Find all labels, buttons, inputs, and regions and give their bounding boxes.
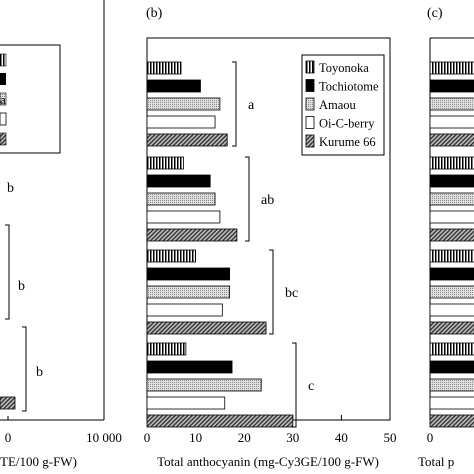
bar xyxy=(146,174,211,188)
legend-label: Kurume 66 xyxy=(319,135,376,149)
right-panel-bar xyxy=(429,79,474,93)
left-panel-x-tick-label: 10 000 xyxy=(86,430,122,445)
legend-label: Tochiotome xyxy=(319,80,379,94)
bar xyxy=(146,210,221,224)
legend-label: Oi-C-berry xyxy=(319,117,375,131)
right-panel-bars xyxy=(429,61,474,428)
x-tick-label: 30 xyxy=(286,430,299,445)
bar xyxy=(146,321,267,335)
significance-brackets: a ab bc c xyxy=(232,61,314,428)
bar xyxy=(146,97,221,111)
legend-swatch xyxy=(0,132,7,146)
right-panel-bar xyxy=(429,133,474,147)
right-panel-bar xyxy=(429,228,474,242)
legend-label: Amaou xyxy=(319,98,357,112)
right-panel: (c) 0 Total p xyxy=(418,6,474,469)
x-tick-label: 50 xyxy=(384,430,397,445)
significance-letter: bc xyxy=(285,286,298,301)
x-axis-label: Total anthocyanin (mg-Cy3GE/100 g-FW) xyxy=(157,454,379,469)
x-tick-label: 40 xyxy=(335,430,348,445)
legend-swatch xyxy=(305,79,315,92)
right-panel-bar xyxy=(429,210,474,224)
left-legend-text-a: a xyxy=(0,92,6,107)
right-panel-bar xyxy=(429,174,474,188)
right-panel-bar xyxy=(429,192,474,206)
bracket xyxy=(232,61,237,147)
bar xyxy=(146,378,262,392)
left-panel-bar xyxy=(0,396,16,410)
right-panel-bar xyxy=(429,342,474,356)
bar xyxy=(146,414,294,428)
significance-letter: a xyxy=(248,98,255,113)
right-panel-bar xyxy=(429,115,474,129)
left-panel-bracket xyxy=(22,326,27,412)
anthocyanin-panel: (b) 0 10 20 30 40 50 a ab bc c Toyonoka Tochiotom… xyxy=(144,6,397,469)
bar xyxy=(146,267,231,281)
left-panel-x-tick-label: 0 xyxy=(5,430,12,445)
legend-swatch xyxy=(305,116,315,129)
left-panel-bracket xyxy=(5,224,10,320)
legend-swatch xyxy=(0,53,7,67)
legend-swatch xyxy=(0,92,7,106)
x-tick-label: 10 xyxy=(189,430,202,445)
bar xyxy=(146,303,223,317)
right-panel-bar xyxy=(429,249,474,263)
bracket xyxy=(292,342,297,428)
right-panel-bar xyxy=(429,97,474,111)
left-panel-legend-fragment: a xyxy=(0,44,61,154)
legend-box xyxy=(301,54,385,156)
significance-letter: ab xyxy=(261,193,274,208)
legend: Toyonoka Tochiotome Amaou Oi-C-berry Kurume … xyxy=(301,54,385,156)
right-panel-bar xyxy=(429,61,474,75)
right-panel-bar xyxy=(429,156,474,170)
bar xyxy=(146,342,187,356)
right-panel-bar xyxy=(429,396,474,410)
right-panel-bar xyxy=(429,321,474,335)
bar xyxy=(146,61,182,75)
legend-swatch xyxy=(0,73,6,85)
x-tick-label: 0 xyxy=(144,430,151,445)
left-panel-letter: b xyxy=(36,365,43,380)
bracket xyxy=(269,249,274,335)
bar xyxy=(146,228,238,242)
legend-swatch xyxy=(0,112,7,126)
bar xyxy=(146,396,226,410)
right-panel-x-axis-label: Total p xyxy=(418,454,454,469)
legend-swatch xyxy=(305,60,315,74)
right-panel-bar xyxy=(429,360,474,374)
left-panel: a b b b 0 10 000 TE/100 g-FW) xyxy=(0,0,122,469)
left-panel-letter: b xyxy=(18,279,25,294)
left-panel-x-axis-label: TE/100 g-FW) xyxy=(0,454,77,469)
x-tick-label: 20 xyxy=(238,430,251,445)
bar xyxy=(146,115,216,129)
bar xyxy=(146,285,231,299)
right-panel-x-tick-label: 0 xyxy=(427,430,434,445)
legend-swatch xyxy=(305,97,315,111)
legend-border xyxy=(0,44,61,154)
left-panel-letter: b xyxy=(7,181,14,196)
legend-label: Toyonoka xyxy=(319,61,369,75)
bar xyxy=(146,79,201,93)
bracket xyxy=(245,156,250,242)
right-panel-bar xyxy=(429,267,474,281)
bar xyxy=(146,133,228,147)
panel-label-c: (c) xyxy=(427,6,443,21)
bar xyxy=(146,192,216,206)
right-panel-bar xyxy=(429,414,474,428)
bar xyxy=(146,360,233,374)
panel-label-b: (b) xyxy=(146,6,163,21)
legend-swatch xyxy=(305,134,315,148)
bar xyxy=(146,249,196,263)
bar-group xyxy=(146,61,294,428)
right-panel-bar xyxy=(429,285,474,299)
significance-letter: c xyxy=(308,379,314,394)
right-panel-bar xyxy=(429,303,474,317)
right-panel-bar xyxy=(429,378,474,392)
bar xyxy=(146,156,184,170)
